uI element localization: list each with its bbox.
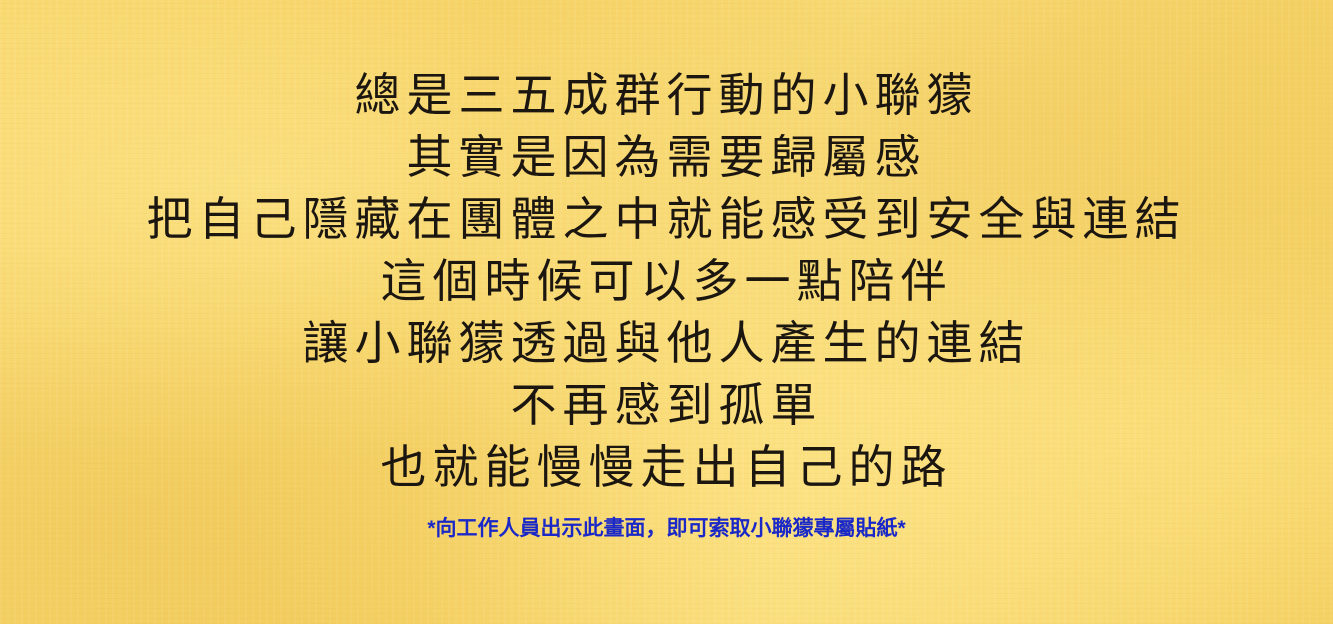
poem-line-1: 總是三五成群行動的小聯獴 (354, 68, 979, 122)
poem-line-5: 讓小聯獴透過與他人產生的連結 (302, 316, 1031, 370)
poem-line-7: 也就能慢慢走出自己的路 (380, 440, 953, 494)
poem-line-4: 這個時候可以多一點陪伴 (380, 254, 953, 308)
poem-text-block: 總是三五成群行動的小聯獴 其實是因為需要歸屬感 把自己隱藏在團體之中就能感受到安… (0, 64, 1333, 498)
sticker-notice: *向工作人員出示此畫面，即可索取小聯獴專屬貼紙* (427, 517, 906, 540)
poem-line-2: 其實是因為需要歸屬感 (406, 130, 927, 184)
poem-line-6: 不再感到孤單 (510, 378, 823, 432)
poem-line-3: 把自己隱藏在團體之中就能感受到安全與連結 (146, 192, 1187, 246)
